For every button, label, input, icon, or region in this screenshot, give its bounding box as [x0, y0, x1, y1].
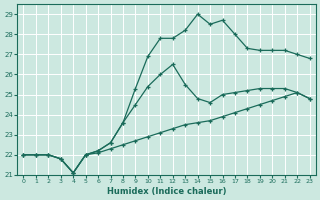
- X-axis label: Humidex (Indice chaleur): Humidex (Indice chaleur): [107, 187, 226, 196]
